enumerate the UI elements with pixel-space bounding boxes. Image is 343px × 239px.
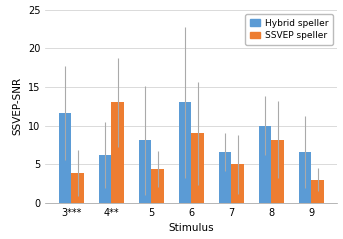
Legend: Hybrid speller, SSVEP speller: Hybrid speller, SSVEP speller [245,14,333,45]
Bar [191,133,204,203]
Bar [311,180,324,203]
Bar [232,164,244,203]
Bar [179,103,191,203]
X-axis label: Stimulus: Stimulus [168,223,214,234]
Bar [98,155,111,203]
Bar [59,113,71,203]
Bar [218,152,232,203]
Y-axis label: SSVEP-SNR: SSVEP-SNR [12,77,22,135]
Bar [151,169,164,203]
Bar [71,173,84,203]
Bar [259,126,271,203]
Bar [139,140,151,203]
Bar [298,152,311,203]
Bar [271,140,284,203]
Bar [111,103,124,203]
